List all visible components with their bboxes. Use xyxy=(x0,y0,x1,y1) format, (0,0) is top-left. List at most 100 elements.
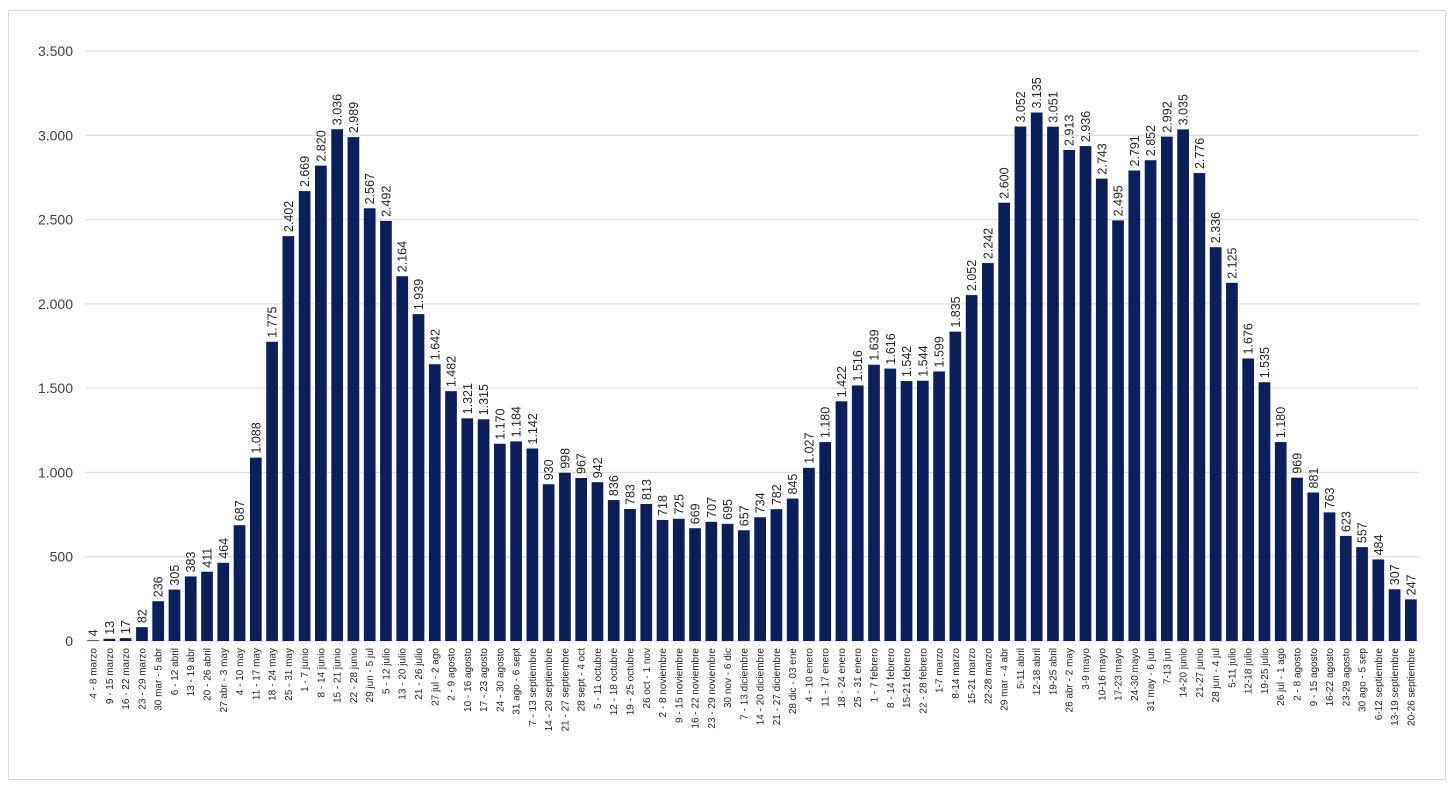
y-tick-label: 2.000 xyxy=(38,296,73,312)
bar xyxy=(184,576,197,641)
category-label: 1 - 7 febrero xyxy=(870,648,881,703)
data-label: 1.775 xyxy=(266,306,280,337)
x-axis-categories: 4 - 8 marzo 9 - 15 marzo 16 - 22 marzo 23 -… xyxy=(89,647,1418,731)
bar xyxy=(347,137,360,641)
bar xyxy=(445,391,457,641)
category-label: 15 - 21 junio xyxy=(333,648,344,703)
bar xyxy=(168,589,181,641)
bar xyxy=(266,341,278,641)
bar xyxy=(672,518,685,641)
category-label: 6 - 12 abril xyxy=(170,648,181,695)
bar xyxy=(884,368,897,641)
category-label: 2 - 9 agosto xyxy=(447,648,458,701)
data-label: 3.035 xyxy=(1177,94,1191,125)
category-label: 14-20 junio xyxy=(1179,648,1190,698)
bar xyxy=(1339,535,1352,641)
bar xyxy=(380,220,392,642)
y-tick-label: 1.000 xyxy=(38,464,73,480)
bar xyxy=(315,165,327,641)
data-label: 2.852 xyxy=(1144,125,1158,156)
data-label: 967 xyxy=(575,453,589,474)
category-label: 16 - 22 noviembre xyxy=(691,648,702,729)
bar xyxy=(461,418,474,641)
data-label: 1.835 xyxy=(949,296,963,327)
data-label: 2.492 xyxy=(379,186,393,217)
bar xyxy=(249,457,262,641)
category-label: 13 - 20 julio xyxy=(398,648,409,700)
data-label: 707 xyxy=(705,497,719,518)
data-label: 669 xyxy=(689,503,703,524)
category-label: 31 may - 6 jun xyxy=(1146,648,1157,711)
bar xyxy=(1144,160,1157,641)
category-label: 12-18 julio xyxy=(1244,648,1255,695)
category-label: 20 - 26 abril xyxy=(203,648,214,701)
data-label: 783 xyxy=(623,484,637,505)
bar xyxy=(916,380,929,641)
category-label: 8 - 14 junio xyxy=(316,648,327,698)
y-tick-label: 1.500 xyxy=(38,380,73,396)
category-label: 2 - 8 agosto xyxy=(1292,648,1303,701)
category-label: 24 - 30 agosto xyxy=(495,648,506,712)
bar xyxy=(689,528,701,641)
category-label: 13-19 septiembre xyxy=(1390,648,1401,726)
bar xyxy=(510,441,522,641)
data-label: 13 xyxy=(103,621,117,635)
data-label: 734 xyxy=(754,492,768,513)
bar xyxy=(1323,512,1336,641)
category-label: 29 jun - 5 jul xyxy=(365,648,376,702)
bar xyxy=(233,525,246,641)
data-label: 4 xyxy=(87,629,101,636)
bar xyxy=(1079,146,1092,641)
category-label: 10 - 16 agosto xyxy=(463,648,474,712)
bar xyxy=(591,482,604,641)
data-label: 82 xyxy=(135,609,149,623)
data-label: 813 xyxy=(640,479,654,500)
category-label: 11 - 17 enero xyxy=(821,648,832,707)
category-label: 28 jun - 4 jul xyxy=(1211,648,1222,702)
bar xyxy=(1112,220,1124,641)
data-label: 1.142 xyxy=(526,413,540,444)
category-label: 22 - 28 junio xyxy=(349,648,360,703)
bar xyxy=(1095,178,1108,641)
category-label: 3-9 mayo xyxy=(1081,648,1092,690)
category-label: 16-22 agosto xyxy=(1325,648,1336,707)
bar xyxy=(412,314,425,641)
category-label: 9 - 15 agosto xyxy=(1309,648,1320,707)
data-label: 411 xyxy=(201,548,215,568)
category-label: 26 abr - 2 may xyxy=(1065,648,1076,712)
bar xyxy=(1405,599,1417,641)
data-label: 687 xyxy=(233,500,247,521)
category-label: 4 - 8 marzo xyxy=(89,648,100,699)
data-label: 1.170 xyxy=(493,408,507,439)
data-label: 484 xyxy=(1372,535,1386,556)
data-label: 2.125 xyxy=(1225,247,1239,278)
category-label: 8-14 marzo xyxy=(951,648,962,699)
data-label: 718 xyxy=(656,495,670,516)
data-label: 247 xyxy=(1404,574,1418,595)
data-label: 2.336 xyxy=(1209,212,1223,243)
bar xyxy=(803,467,815,641)
bar xyxy=(428,364,441,641)
data-label: 2.242 xyxy=(981,228,995,259)
bar xyxy=(396,276,409,641)
bar xyxy=(493,443,506,641)
bar xyxy=(982,263,994,641)
data-label: 1.542 xyxy=(900,346,914,377)
data-label: 1.639 xyxy=(868,329,882,360)
data-label: 3.036 xyxy=(331,94,345,125)
bar xyxy=(559,472,571,641)
y-tick-label: 500 xyxy=(50,549,74,565)
category-label: 25 - 31 enero xyxy=(853,648,864,708)
bar xyxy=(1193,173,1206,641)
category-label: 12 - 18 octubre xyxy=(609,648,620,716)
category-label: 1-7 marzo xyxy=(935,648,946,693)
data-label: 2.936 xyxy=(1079,111,1093,142)
y-tick-label: 3.000 xyxy=(38,127,73,143)
category-label: 25 - 31 may xyxy=(284,648,295,701)
data-label: 782 xyxy=(770,484,784,505)
data-label: 464 xyxy=(217,538,231,559)
data-label: 2.495 xyxy=(1112,185,1126,216)
data-label: 2.913 xyxy=(1063,115,1077,146)
bar xyxy=(217,562,230,641)
data-label: 845 xyxy=(786,474,800,495)
